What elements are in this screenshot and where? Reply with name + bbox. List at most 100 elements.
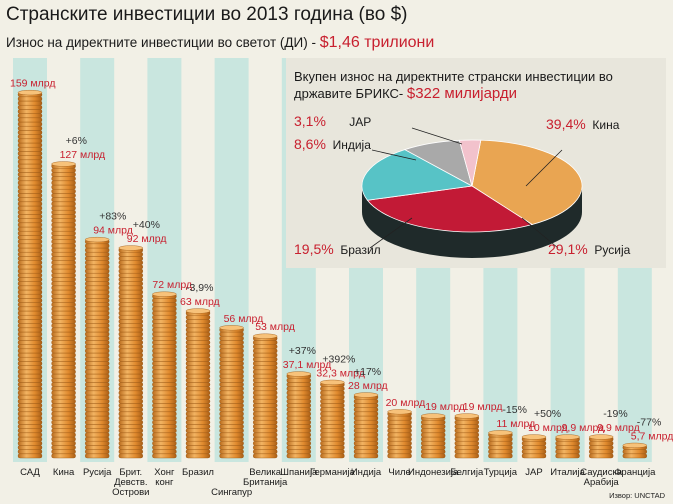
pie-leader-4 xyxy=(411,127,463,145)
pie-label-india: 8,6% Индија xyxy=(294,136,371,152)
bar-12 xyxy=(421,413,446,459)
bar-15 xyxy=(521,434,547,459)
change-label-2: +83% xyxy=(99,211,126,223)
change-label-9: +392% xyxy=(322,353,355,365)
pie-name-russia: Русија xyxy=(594,243,631,257)
category-label-15: ЈАР xyxy=(525,467,542,478)
bar-17 xyxy=(589,434,614,459)
change-label-1: +6% xyxy=(66,135,87,147)
category-label-7: Велика xyxy=(249,467,282,478)
value-label-14: 11 млрд xyxy=(496,418,535,430)
bar-2 xyxy=(84,237,110,459)
bar-7 xyxy=(252,333,278,459)
category-label-10: Индија xyxy=(351,467,382,478)
value-label-10: 28 млрд xyxy=(348,380,388,392)
pie-value-sa: 3,1% xyxy=(294,113,326,129)
bar-8 xyxy=(286,371,311,459)
category-label-9: Германија xyxy=(310,467,356,478)
value-label-11: 20 млрд xyxy=(386,397,426,409)
chart-subtitle: Износ на директните инвестиции во светот… xyxy=(6,34,434,52)
pie-name-sa: ЈАР xyxy=(349,115,372,129)
pie-label-china: 39,4% Кина xyxy=(546,116,619,132)
change-label-3: +40% xyxy=(133,219,160,231)
category-label-3: Девств. xyxy=(114,477,147,488)
subtitle-prefix: Износ на директните инвестиции во светот… xyxy=(6,35,316,50)
value-label-17: 9,9 млрд xyxy=(597,422,640,434)
category-label-14: Турција xyxy=(484,467,518,478)
pie-label-sa: 3,1% ЈАР xyxy=(294,113,371,129)
change-label-10: +17% xyxy=(354,366,381,378)
value-label-18: 5,7 млрд xyxy=(631,430,673,442)
value-label-15: 10 млрд xyxy=(528,422,568,434)
category-label-1: Кина xyxy=(53,467,75,478)
value-label-3: 92 млрд xyxy=(127,233,167,245)
bar-3 xyxy=(118,245,144,459)
pie-leader-3 xyxy=(371,149,417,161)
bar-6 xyxy=(219,325,244,459)
change-label-18: -77% xyxy=(637,416,662,428)
pie-name-india: Индија xyxy=(332,138,371,152)
value-label-12: 19 млрд xyxy=(425,401,465,413)
change-label-8: +37% xyxy=(289,345,316,357)
category-label-8: Шпанија xyxy=(280,467,318,478)
value-label-4: 72 млрд xyxy=(152,279,192,291)
pie-leader-2 xyxy=(369,217,413,249)
bar-14 xyxy=(488,430,513,459)
brics-panel: Вкупен износ на директните странски инве… xyxy=(286,58,666,268)
category-label-3: Острови xyxy=(112,487,149,498)
value-label-7: 53 млрд xyxy=(255,321,295,333)
pie-leader-0 xyxy=(525,149,563,187)
category-label-4: конг xyxy=(155,477,174,488)
category-label-17: Арабија xyxy=(584,477,620,488)
bar-16 xyxy=(555,434,580,459)
subtitle-total: $1,46 трилиони xyxy=(319,34,435,51)
bar-10 xyxy=(353,392,379,459)
bar-1 xyxy=(51,161,76,459)
value-label-0: 159 млрд xyxy=(10,78,56,90)
category-label-16: Италија xyxy=(550,467,585,478)
bar-11 xyxy=(387,409,412,459)
bar-18 xyxy=(622,442,647,459)
bar-0 xyxy=(17,89,43,459)
pie-value-brazil: 19,5% xyxy=(294,241,334,257)
pie-slice-2 xyxy=(361,149,474,201)
bar-13 xyxy=(454,413,479,459)
change-label-5: -3,9% xyxy=(186,282,213,294)
value-label-2: 94 млрд xyxy=(93,225,133,237)
change-label-17: -19% xyxy=(603,408,628,420)
value-label-8: 37,1 млрд xyxy=(283,359,331,371)
pie-value-india: 8,6% xyxy=(294,136,326,152)
category-label-11: Чиле xyxy=(388,467,410,478)
brics-total: $322 милијарди xyxy=(406,85,518,102)
pie-label-brazil: 19,5% Бразил xyxy=(294,241,381,257)
pie-label-russia: 29,1% Русија xyxy=(548,241,630,257)
pie-slice-4 xyxy=(458,139,482,187)
value-label-5: 63 млрд xyxy=(180,296,220,308)
pie-value-china: 39,4% xyxy=(546,116,586,132)
pie-name-china: Кина xyxy=(592,118,620,132)
value-label-16: 9,9 млрд xyxy=(562,422,605,434)
pie-name-brazil: Бразил xyxy=(340,243,381,257)
category-label-3: Брит. xyxy=(119,467,142,478)
category-label-5: Бразил xyxy=(182,467,214,478)
brics-title-prefix: Вкупен износ на директните странски инве… xyxy=(294,69,613,101)
change-label-15: +50% xyxy=(534,408,561,420)
value-label-1: 127 млрд xyxy=(60,149,106,161)
category-label-13: Белгија xyxy=(450,467,484,478)
value-label-9: 32,3 млрд xyxy=(316,367,364,379)
category-label-12: Индонезија xyxy=(408,467,459,478)
pie-leader-1 xyxy=(521,217,559,249)
value-label-6: 56 млрд xyxy=(224,313,264,325)
bar-5 xyxy=(185,308,211,459)
brics-pie-chart xyxy=(361,127,583,258)
bar-4 xyxy=(152,291,177,459)
chart-title: Странските инвестиции во 2013 година (во… xyxy=(6,4,408,25)
category-label-6: Сингапур xyxy=(211,487,252,498)
category-label-18: Франција xyxy=(614,467,656,478)
category-label-4: Хонг xyxy=(154,467,175,478)
pie-value-russia: 29,1% xyxy=(548,241,588,257)
category-label-7: Британија xyxy=(243,477,288,488)
bar-9 xyxy=(320,379,345,459)
brics-title: Вкупен износ на директните странски инве… xyxy=(294,68,654,102)
